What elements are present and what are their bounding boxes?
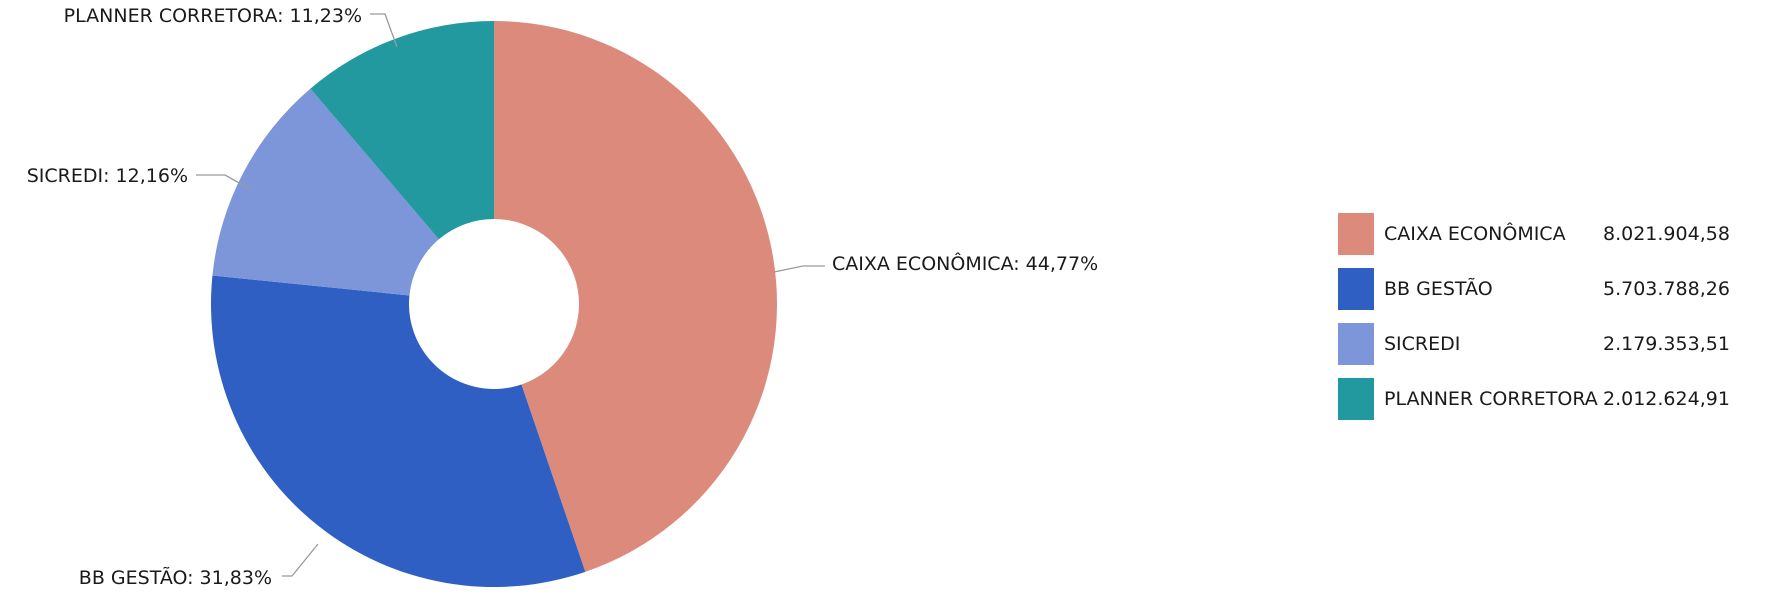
legend-item-caixa-economica: CAIXA ECONÔMICA 8.021.904,58 [1338, 213, 1758, 255]
donut-slices [211, 21, 777, 587]
legend-value: 8.021.904,58 [1603, 223, 1730, 245]
slice-caixa-economica [494, 21, 777, 572]
legend-value: 5.703.788,26 [1603, 278, 1730, 300]
legend-swatch [1338, 268, 1374, 310]
slice-sicredi [212, 88, 439, 296]
legend-swatch [1338, 378, 1374, 420]
slice-label-caixa-economica: CAIXA ECONÔMICA: 44,77% [832, 251, 1098, 275]
legend-value: 2.179.353,51 [1603, 333, 1730, 355]
slice-labels: CAIXA ECONÔMICA: 44,77% BB GESTÃO: 31,83%… [27, 5, 1098, 589]
legend-item-bb-gestao: BB GESTÃO 5.703.788,26 [1338, 268, 1758, 310]
slice-bb-gestao [211, 275, 586, 587]
legend: CAIXA ECONÔMICA 8.021.904,58 BB GESTÃO 5… [1338, 213, 1758, 433]
legend-item-sicredi: SICREDI 2.179.353,51 [1338, 323, 1758, 365]
legend-label: PLANNER CORRETORA [1384, 388, 1598, 410]
legend-label: BB GESTÃO [1384, 278, 1493, 300]
legend-value: 2.012.624,91 [1603, 388, 1730, 410]
slice-planner-corretora [310, 21, 494, 240]
legend-item-planner-corretora: PLANNER CORRETORA 2.012.624,91 [1338, 378, 1758, 420]
leader-line-caixa-economica [773, 265, 825, 273]
slice-label-planner-corretora: PLANNER CORRETORA: 11,23% [64, 5, 362, 27]
slice-label-sicredi: SICREDI: 12,16% [27, 165, 188, 187]
leader-lines [196, 13, 825, 577]
leader-line-sicredi [196, 174, 251, 190]
legend-swatch [1338, 323, 1374, 365]
legend-swatch [1338, 213, 1374, 255]
legend-label: SICREDI [1384, 333, 1461, 355]
leader-line-bb-gestao [282, 543, 319, 577]
legend-label: CAIXA ECONÔMICA [1384, 223, 1566, 245]
slice-label-bb-gestao: BB GESTÃO: 31,83% [79, 566, 272, 589]
leader-line-planner-corretora [370, 13, 398, 48]
